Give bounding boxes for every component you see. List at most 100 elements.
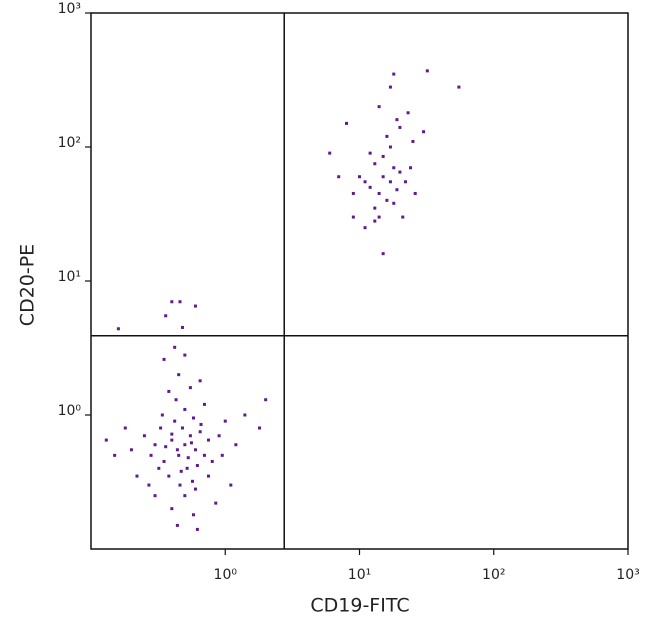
event-dot <box>395 118 399 122</box>
event-dot <box>344 121 348 125</box>
event-dot <box>392 72 396 76</box>
event-dot <box>153 494 157 498</box>
event-dot <box>135 474 139 478</box>
event-dot <box>104 438 108 442</box>
event-dot <box>202 402 206 406</box>
event-dot <box>190 479 194 483</box>
event-dot <box>183 443 187 447</box>
event-dot <box>183 353 187 357</box>
event-dot <box>392 201 396 205</box>
event-dot <box>116 327 120 331</box>
event-dot <box>185 466 189 470</box>
event-dot <box>198 379 202 383</box>
event-dot <box>395 188 399 192</box>
x-tick-label: 10² <box>482 567 505 583</box>
event-dot <box>129 448 133 452</box>
event-dot <box>351 191 355 195</box>
event-dot <box>381 154 385 158</box>
event-dot <box>388 145 392 149</box>
event-dot <box>175 448 179 452</box>
event-dot <box>170 300 174 304</box>
event-dot <box>162 357 166 361</box>
event-dot <box>210 459 214 463</box>
event-dot <box>179 469 183 473</box>
event-dot <box>337 175 341 179</box>
event-dot <box>457 85 461 89</box>
event-dot <box>191 513 195 517</box>
event-dot <box>363 226 367 230</box>
x-tick-label: 10⁰ <box>214 567 238 583</box>
event-dot <box>157 466 161 470</box>
event-dot <box>149 453 153 457</box>
event-dot <box>403 180 407 184</box>
event-dot <box>183 494 187 498</box>
event-dot <box>398 125 402 129</box>
event-dot <box>170 432 174 436</box>
y-tick-label: 10³ <box>58 1 81 17</box>
event-dot <box>170 507 174 511</box>
event-dot <box>113 453 117 457</box>
event-dot <box>385 134 389 138</box>
event-dot <box>193 448 197 452</box>
event-dot <box>229 483 233 487</box>
event-dot <box>195 527 199 531</box>
event-dot <box>153 443 157 447</box>
event-dot <box>198 430 202 434</box>
event-dot <box>243 413 247 417</box>
event-dot <box>167 389 171 393</box>
y-axis-label: CD20-PE <box>17 244 39 326</box>
event-dot <box>180 426 184 430</box>
event-dot <box>183 407 187 411</box>
event-dot <box>220 453 224 457</box>
event-dot <box>351 215 355 219</box>
event-dot <box>178 483 182 487</box>
event-dot <box>411 139 415 143</box>
event-dot <box>189 441 193 445</box>
event-dot <box>425 69 429 73</box>
event-dot <box>392 166 396 170</box>
event-dot <box>358 175 361 179</box>
event-dot <box>368 185 372 189</box>
event-dot <box>368 151 372 155</box>
event-dot <box>398 170 402 174</box>
x-axis-label: CD19-FITC <box>310 595 409 617</box>
event-dot <box>422 130 426 134</box>
x-tick-label: 10¹ <box>348 567 371 583</box>
x-tick-label: 10³ <box>616 567 639 583</box>
event-dot <box>142 434 146 438</box>
event-dot <box>214 501 218 505</box>
event-dot <box>234 443 238 447</box>
event-dot <box>413 191 417 195</box>
event-dot <box>170 438 174 442</box>
y-tick-label: 10² <box>58 135 81 151</box>
event-dot <box>202 453 206 457</box>
event-dot <box>373 162 377 166</box>
event-dot <box>401 215 405 219</box>
event-dot <box>217 434 221 438</box>
event-dot <box>195 463 199 467</box>
event-dot <box>173 419 177 423</box>
event-dot <box>377 215 381 219</box>
y-tick-label: 10¹ <box>58 269 81 285</box>
event-dot <box>206 438 210 442</box>
event-dot <box>188 434 192 438</box>
event-dot <box>385 198 389 202</box>
event-dot <box>258 426 262 430</box>
event-dot <box>381 252 385 256</box>
y-tick-label: 10⁰ <box>58 403 82 419</box>
event-dot <box>178 300 182 304</box>
event-dot <box>264 398 268 402</box>
event-dot <box>173 345 177 349</box>
event-dot <box>373 206 377 210</box>
event-dot <box>177 373 181 377</box>
event-dot <box>193 304 197 308</box>
event-dot <box>388 85 392 89</box>
event-dot <box>206 474 210 478</box>
plot-frame <box>90 12 629 550</box>
event-dot <box>377 191 381 195</box>
event-dot <box>223 419 227 423</box>
event-dot <box>377 105 381 109</box>
event-dot <box>193 487 197 491</box>
event-dot <box>409 166 413 170</box>
